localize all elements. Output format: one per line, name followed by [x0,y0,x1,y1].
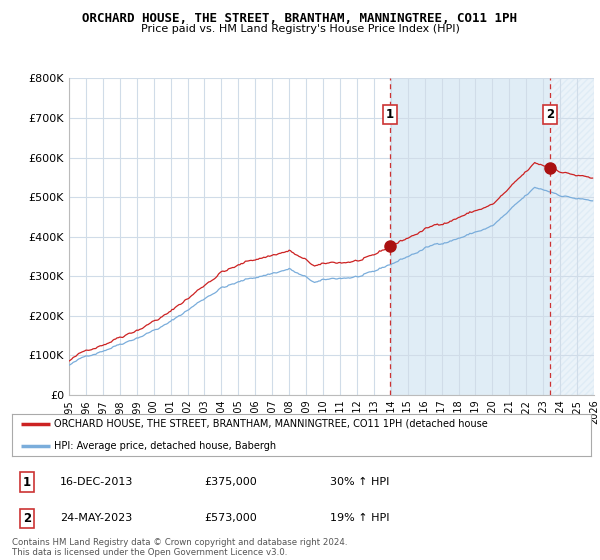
Text: 24-MAY-2023: 24-MAY-2023 [60,514,132,524]
Text: £573,000: £573,000 [204,514,257,524]
Text: 16-DEC-2013: 16-DEC-2013 [60,477,133,487]
Text: Contains HM Land Registry data © Crown copyright and database right 2024.
This d: Contains HM Land Registry data © Crown c… [12,538,347,557]
Text: 19% ↑ HPI: 19% ↑ HPI [330,514,389,524]
Text: £375,000: £375,000 [204,477,257,487]
Text: 2: 2 [23,512,31,525]
Text: 2: 2 [546,108,554,122]
Text: 1: 1 [386,108,394,122]
Text: 1: 1 [23,475,31,488]
Bar [550,78,594,395]
Text: ORCHARD HOUSE, THE STREET, BRANTHAM, MANNINGTREE, CO11 1PH: ORCHARD HOUSE, THE STREET, BRANTHAM, MAN… [83,12,517,25]
Text: ORCHARD HOUSE, THE STREET, BRANTHAM, MANNINGTREE, CO11 1PH (detached house: ORCHARD HOUSE, THE STREET, BRANTHAM, MAN… [53,419,487,428]
Text: 30% ↑ HPI: 30% ↑ HPI [330,477,389,487]
Bar [390,78,550,395]
Text: HPI: Average price, detached house, Babergh: HPI: Average price, detached house, Babe… [53,441,276,451]
Text: Price paid vs. HM Land Registry's House Price Index (HPI): Price paid vs. HM Land Registry's House … [140,24,460,34]
